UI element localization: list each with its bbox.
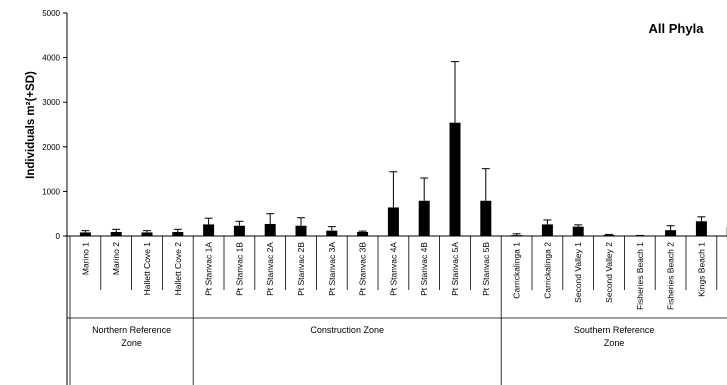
x-tick-label: Pt Stanvac 5A <box>450 242 460 296</box>
bar <box>264 223 276 236</box>
bar <box>357 231 369 236</box>
x-tick-label: Second Valley 2 <box>604 242 614 303</box>
bar <box>387 207 399 236</box>
bar <box>418 200 430 236</box>
x-tick-label: Pt Stanvac 4A <box>388 242 398 296</box>
x-tick-label: Pt Stanvac 3A <box>327 242 337 296</box>
bar <box>449 122 461 236</box>
x-tick-label: Fisheries Beach 1 <box>635 242 645 310</box>
x-tick-label: Pt Stanvac 1B <box>234 242 244 296</box>
bar <box>79 232 91 236</box>
bars <box>79 61 727 237</box>
x-axis: Marino 1 Marino 2 Hallett Cove 1 Hallett Co… <box>67 235 727 385</box>
bar <box>665 230 677 236</box>
y-tick-label: 0 <box>56 232 61 241</box>
bar <box>203 224 215 236</box>
bar <box>603 234 615 236</box>
y-tick-label: 3000 <box>42 98 60 107</box>
x-tick-label: Kings Beach 1 <box>696 242 706 297</box>
x-tick-label: Second Valley 1 <box>573 242 583 303</box>
x-tick-label: Marino 1 <box>80 242 90 275</box>
x-tick-label: Marino 2 <box>111 242 121 275</box>
x-tick-label: Hallett Cove 1 <box>142 242 152 296</box>
x-tick-label: Pt Stanvac 5B <box>481 242 491 296</box>
y-tick-label: 5000 <box>42 9 60 18</box>
group-label: Southern Reference <box>574 325 655 335</box>
bar <box>326 230 338 236</box>
group-label: Construction Zone <box>310 325 384 335</box>
chart-title: All Phyla <box>649 21 705 36</box>
bar <box>541 224 553 236</box>
bar <box>141 232 153 236</box>
zone-groups: Northern Reference Zone Construction Zone S… <box>92 325 654 348</box>
bar <box>172 231 184 236</box>
bar <box>695 221 707 236</box>
y-tick-label: 1000 <box>42 187 60 196</box>
x-tick-label: Fisheries Beach 2 <box>666 242 676 310</box>
x-tick-label: Pt Stanvac 4B <box>419 242 429 296</box>
group-label: Zone <box>604 338 625 348</box>
x-tick-label: Pt Stanvac 2A <box>265 242 275 296</box>
group-label: Northern Reference <box>92 325 171 335</box>
group-label: Zone <box>121 338 142 348</box>
bar <box>110 231 122 236</box>
x-tick-label: Pt Stanvac 1A <box>204 242 214 296</box>
bar <box>233 225 245 236</box>
y-axis-label: Individuals m²(+SD) <box>25 71 37 179</box>
x-tick-label: Carrickalinga 2 <box>542 242 552 299</box>
bar <box>480 200 492 236</box>
y-axis: 0 1000 2000 3000 4000 5000 <box>42 9 68 385</box>
x-tick-label: Pt Stanvac 2B <box>296 242 306 296</box>
x-tick-label: Pt Stanvac 3B <box>358 242 368 296</box>
x-tick-label: Carrickalinga 1 <box>512 242 522 299</box>
y-tick-label: 4000 <box>42 54 60 63</box>
bar <box>572 226 584 236</box>
bar <box>295 225 307 236</box>
y-tick-label: 2000 <box>42 143 60 152</box>
x-tick-label: Hallett Cove 2 <box>173 242 183 296</box>
